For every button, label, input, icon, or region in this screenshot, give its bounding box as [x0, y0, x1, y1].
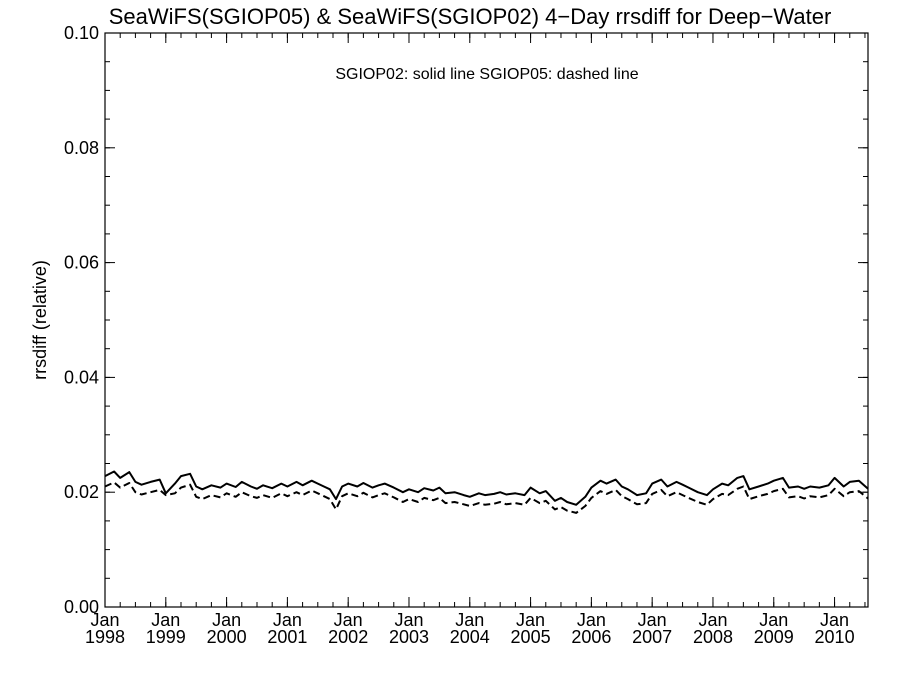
x-tick-label-year: 2001 — [267, 627, 307, 647]
x-tick-label-year: 1998 — [85, 627, 125, 647]
series-line-sgiop05 — [104, 481, 869, 514]
plot-frame — [104, 32, 869, 608]
x-tick-label-year: 2007 — [632, 627, 672, 647]
x-tick-label-month: Jan — [577, 610, 606, 630]
x-tick-label-year: 2008 — [693, 627, 733, 647]
x-tick-label-month: Jan — [455, 610, 484, 630]
y-tick-label: 0.06 — [64, 253, 99, 273]
x-tick-label-month: Jan — [516, 610, 545, 630]
x-tick-label-month: Jan — [212, 610, 241, 630]
plot-area: 0.000.020.040.060.080.10Jan1998Jan1999Ja… — [64, 23, 869, 647]
y-tick-label: 0.04 — [64, 367, 99, 387]
x-tick-label-year: 2000 — [207, 627, 247, 647]
x-tick-label-year: 1999 — [146, 627, 186, 647]
series-line-sgiop02 — [104, 470, 869, 506]
x-tick-label-month: Jan — [638, 610, 667, 630]
x-tick-label-year: 2004 — [450, 627, 490, 647]
x-tick-label-year: 2006 — [571, 627, 611, 647]
x-tick-label-month: Jan — [90, 610, 119, 630]
x-tick-label-year: 2009 — [754, 627, 794, 647]
y-axis-label: rrsdiff (relative) — [30, 260, 50, 380]
x-tick-label-month: Jan — [273, 610, 302, 630]
x-tick-label-month: Jan — [698, 610, 727, 630]
x-tick-label-year: 2005 — [511, 627, 551, 647]
x-tick-label-month: Jan — [820, 610, 849, 630]
x-tick-label-year: 2002 — [328, 627, 368, 647]
x-tick-label-year: 2003 — [389, 627, 429, 647]
x-tick-label-month: Jan — [759, 610, 788, 630]
x-tick-label-month: Jan — [151, 610, 180, 630]
x-tick-label-year: 2010 — [815, 627, 855, 647]
line-style-annotation: SGIOP02: solid line SGIOP05: dashed line — [335, 66, 638, 83]
y-tick-label: 0.02 — [64, 482, 99, 502]
x-tick-label-month: Jan — [394, 610, 423, 630]
y-tick-label: 0.08 — [64, 138, 99, 158]
y-tick-label: 0.00 — [64, 597, 99, 617]
x-tick-label-month: Jan — [334, 610, 363, 630]
chart-title: SeaWiFS(SGIOP05) & SeaWiFS(SGIOP02) 4−Da… — [109, 4, 832, 29]
y-tick-label: 0.10 — [64, 23, 99, 43]
